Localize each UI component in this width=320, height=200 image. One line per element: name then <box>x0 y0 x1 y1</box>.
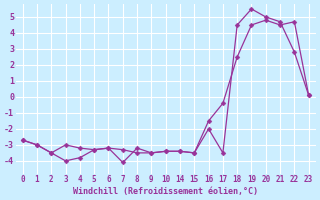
X-axis label: Windchill (Refroidissement éolien,°C): Windchill (Refroidissement éolien,°C) <box>73 187 258 196</box>
